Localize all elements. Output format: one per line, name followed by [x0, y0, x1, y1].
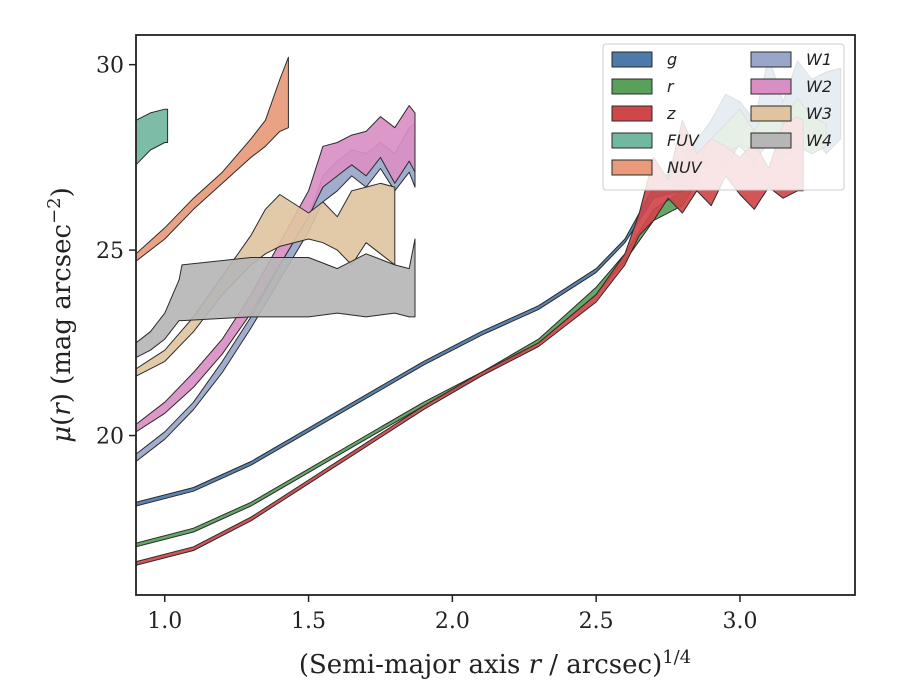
legend-item-g: g — [611, 50, 677, 69]
legend-label: W4 — [806, 131, 832, 150]
legend-label: NUV — [667, 158, 703, 177]
legend-label: z — [666, 104, 676, 123]
legend-item-r: r — [611, 77, 675, 96]
legend-label: W1 — [806, 50, 832, 69]
legend-label: W2 — [806, 77, 832, 96]
plot-frame — [135, 34, 856, 596]
series-band-nuv — [136, 56, 289, 262]
legend-item-nuv: NUV — [611, 158, 703, 177]
legend-swatch — [611, 159, 653, 176]
x-axis-label: (Semi-major axis r / arcsec)1/4 — [299, 647, 691, 680]
legend: grz FUV NUV W1 W2 W3 W4 — [602, 43, 845, 191]
y-tick-label: 30 — [96, 54, 124, 79]
x-tick-label: 3.0 — [722, 609, 757, 634]
y-tick-label: 20 — [96, 425, 124, 450]
x-tick-label: 2.5 — [579, 609, 614, 634]
legend-swatch — [611, 51, 653, 68]
series-band-fuv — [136, 108, 169, 166]
legend-swatch — [750, 51, 792, 68]
series-band-w4 — [136, 238, 416, 359]
legend-swatch — [750, 105, 792, 122]
legend-item-w2: W2 — [750, 77, 832, 96]
y-tick-label: 25 — [96, 239, 124, 264]
legend-item-w1: W1 — [750, 50, 832, 69]
legend-label: W3 — [806, 104, 832, 123]
x-tick-label: 1.5 — [291, 609, 326, 634]
legend-swatch — [750, 132, 792, 149]
legend-swatch — [611, 105, 653, 122]
legend-label: FUV — [667, 131, 700, 150]
legend-item-z: z — [611, 104, 676, 123]
x-tick-label: 1.0 — [147, 609, 182, 634]
legend-swatch — [611, 132, 653, 149]
y-axis-label: μ(r) (mag arcsec−2) — [44, 187, 77, 443]
legend-item-w4: W4 — [750, 131, 832, 150]
legend-swatch — [611, 78, 653, 95]
legend-item-w3: W3 — [750, 104, 832, 123]
legend-swatch — [750, 78, 792, 95]
x-tick-label: 2.0 — [435, 609, 470, 634]
legend-label: g — [667, 50, 677, 69]
legend-item-fuv: FUV — [611, 131, 700, 150]
tick-layer: 1.0 1.5 2.0 2.5 3.0 20 25 30 — [96, 54, 757, 634]
legend-label: r — [667, 77, 675, 96]
